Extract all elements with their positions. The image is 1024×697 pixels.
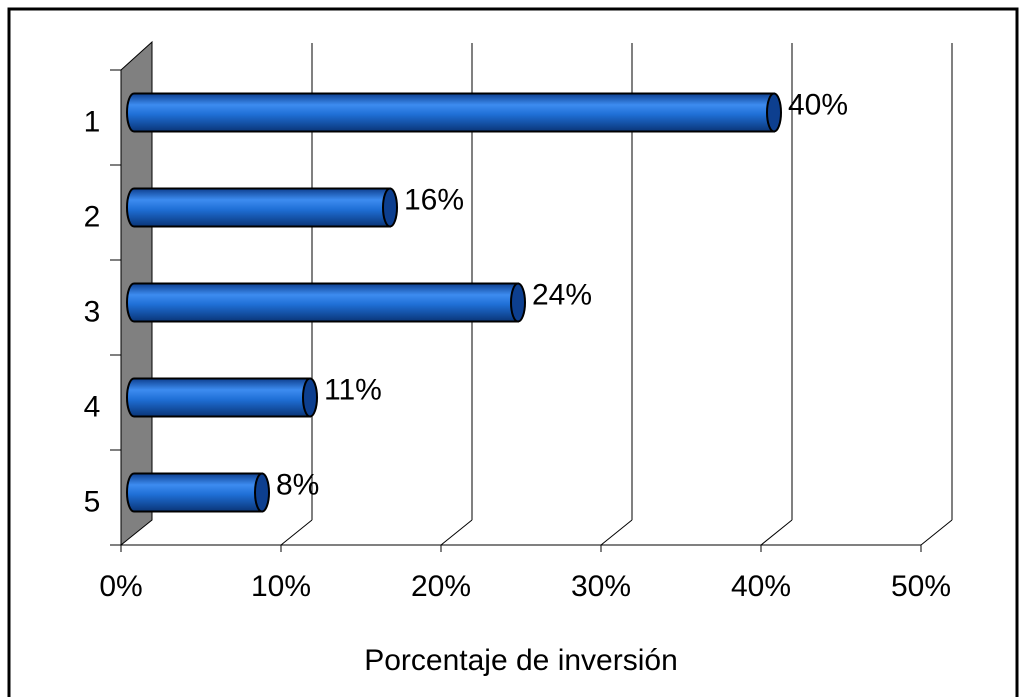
x-tick-label: 50% bbox=[891, 570, 951, 603]
bar bbox=[126, 187, 398, 228]
x-tick-label: 30% bbox=[571, 570, 631, 603]
grid-floor bbox=[760, 519, 793, 546]
value-label: 16% bbox=[404, 183, 464, 216]
value-label: 24% bbox=[532, 278, 592, 311]
bar bbox=[126, 282, 526, 323]
grid-floor bbox=[920, 519, 953, 546]
x-tick-label: 10% bbox=[251, 570, 311, 603]
x-axis-label: Porcentaje de inversión bbox=[364, 644, 678, 677]
x-tick-label: 40% bbox=[731, 570, 791, 603]
y-tick-label: 1 bbox=[84, 105, 101, 138]
value-label: 40% bbox=[788, 88, 848, 121]
grid-floor bbox=[600, 519, 633, 546]
grid-floor bbox=[440, 519, 473, 546]
y-tick-label: 2 bbox=[84, 200, 101, 233]
grid-floor bbox=[280, 519, 313, 546]
bar bbox=[126, 377, 318, 418]
y-tick-label: 5 bbox=[84, 485, 101, 518]
bar bbox=[126, 472, 270, 513]
x-tick-label: 0% bbox=[99, 570, 142, 603]
y-tick-label: 4 bbox=[84, 390, 101, 423]
y-tick-label: 3 bbox=[84, 295, 101, 328]
value-label: 8% bbox=[276, 468, 319, 501]
x-tick-label: 20% bbox=[411, 570, 471, 603]
bar bbox=[126, 92, 782, 133]
value-label: 11% bbox=[324, 373, 382, 406]
